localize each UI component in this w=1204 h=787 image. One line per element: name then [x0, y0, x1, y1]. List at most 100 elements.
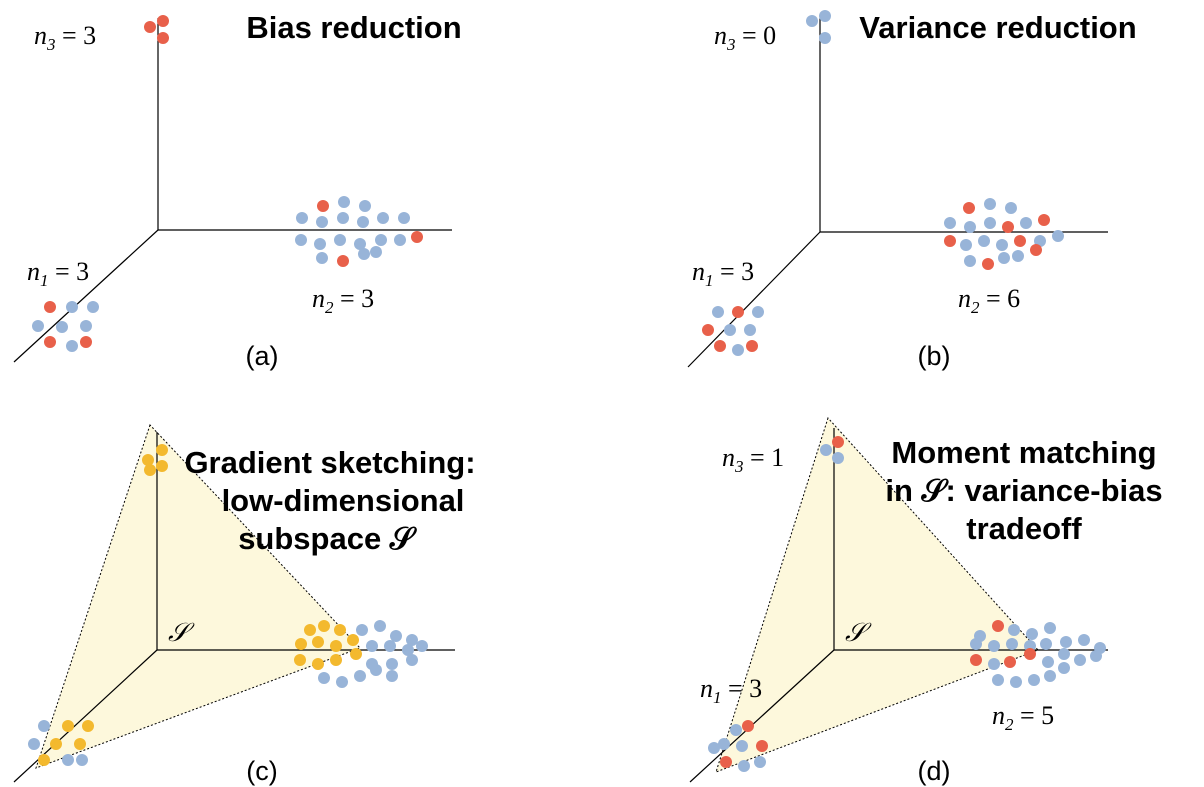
- sample-dot: [38, 720, 50, 732]
- panel-caption: (a): [246, 341, 279, 371]
- panel-caption: (b): [918, 341, 951, 371]
- sample-dot: [944, 217, 956, 229]
- sample-dot: [87, 301, 99, 313]
- sketched-sample-dot: [294, 654, 306, 666]
- selected-sample-dot: [944, 235, 956, 247]
- selected-sample-dot: [44, 301, 56, 313]
- y-axis: [687, 231, 821, 368]
- sample-dot: [1012, 250, 1024, 262]
- selected-sample-dot: [144, 21, 156, 33]
- sketched-sample-dot: [62, 720, 74, 732]
- sample-dot: [1044, 670, 1056, 682]
- sample-dot: [359, 200, 371, 212]
- y-axis: [689, 649, 835, 783]
- sketched-sample-dot: [350, 648, 362, 660]
- sample-dot: [76, 754, 88, 766]
- sample-dot: [732, 344, 744, 356]
- selected-sample-dot: [44, 336, 56, 348]
- sample-dot: [32, 320, 44, 332]
- sample-dot: [366, 640, 378, 652]
- sample-dot: [1020, 217, 1032, 229]
- panel-title-line-1: Gradient sketching:: [184, 445, 475, 480]
- sample-dot: [1028, 674, 1040, 686]
- sample-dot: [334, 234, 346, 246]
- selected-sample-dot: [1030, 244, 1042, 256]
- sample-dot: [1058, 662, 1070, 674]
- n3-label: n3 = 3: [34, 21, 96, 54]
- sample-dot: [1006, 638, 1018, 650]
- sample-dot: [394, 234, 406, 246]
- sample-dot: [964, 221, 976, 233]
- panel-caption: (d): [918, 756, 951, 786]
- sketched-sample-dot: [156, 460, 168, 472]
- n2-label: n2 = 5: [992, 701, 1054, 734]
- dots-panel-d: [708, 436, 1106, 772]
- sample-dot: [1058, 648, 1070, 660]
- sample-dot: [1026, 628, 1038, 640]
- subspace-plane: [35, 424, 361, 769]
- sketched-sample-dot: [295, 638, 307, 650]
- sample-dot: [754, 756, 766, 768]
- sample-dot: [406, 634, 418, 646]
- sample-dot: [988, 640, 1000, 652]
- sketched-sample-dot: [142, 454, 154, 466]
- sample-dot: [730, 724, 742, 736]
- sample-dot: [978, 235, 990, 247]
- sample-dot: [752, 306, 764, 318]
- sample-dot: [820, 444, 832, 456]
- sample-dot: [1008, 624, 1020, 636]
- n1-label: n1 = 3: [700, 674, 762, 707]
- sample-dot: [806, 15, 818, 27]
- sample-dot: [398, 212, 410, 224]
- sample-dot: [66, 301, 78, 313]
- sample-dot: [370, 246, 382, 258]
- sample-dot: [718, 738, 730, 750]
- n3-label: n3 = 0: [714, 21, 776, 54]
- sample-dot: [964, 255, 976, 267]
- sample-dot: [318, 672, 330, 684]
- sketched-sample-dot: [334, 624, 346, 636]
- sample-dot: [712, 306, 724, 318]
- selected-sample-dot: [746, 340, 758, 352]
- sample-dot: [1005, 202, 1017, 214]
- n1-label: n1 = 3: [692, 257, 754, 290]
- sample-dot: [996, 239, 1008, 251]
- sample-dot: [1010, 676, 1022, 688]
- n3-label: n3 = 1: [722, 443, 784, 476]
- sample-dot: [984, 217, 996, 229]
- sample-dot: [1074, 654, 1086, 666]
- sample-dot: [1060, 636, 1072, 648]
- sample-dot: [819, 32, 831, 44]
- selected-sample-dot: [411, 231, 423, 243]
- selected-sample-dot: [337, 255, 349, 267]
- selected-sample-dot: [1038, 214, 1050, 226]
- selected-sample-dot: [832, 436, 844, 448]
- sample-dot: [416, 640, 428, 652]
- sample-dot: [992, 674, 1004, 686]
- dots-panel-c: [28, 444, 428, 766]
- selected-sample-dot: [1014, 235, 1026, 247]
- sample-dot: [1042, 656, 1054, 668]
- n2-label: n2 = 6: [958, 284, 1020, 317]
- sketched-sample-dot: [330, 654, 342, 666]
- panel-title-line-1: Moment matching: [891, 435, 1156, 470]
- subspace-plane: [715, 417, 1039, 773]
- selected-sample-dot: [157, 32, 169, 44]
- sketched-sample-dot: [156, 444, 168, 456]
- sample-dot: [337, 212, 349, 224]
- panel-title-line-2: in 𝒮: variance-bias: [885, 473, 1162, 508]
- sample-dot: [738, 760, 750, 772]
- sample-dot: [1078, 634, 1090, 646]
- panel-d: Moment matching in 𝒮: variance-bias trad…: [689, 417, 1163, 786]
- sample-dot: [336, 676, 348, 688]
- sample-dot: [296, 212, 308, 224]
- sample-dot: [736, 740, 748, 752]
- sample-dot: [80, 320, 92, 332]
- sample-dot: [375, 234, 387, 246]
- sample-dot: [984, 198, 996, 210]
- sample-dot: [402, 644, 414, 656]
- sketched-sample-dot: [144, 464, 156, 476]
- sample-dot: [66, 340, 78, 352]
- sample-dot: [386, 658, 398, 670]
- sample-dot: [356, 624, 368, 636]
